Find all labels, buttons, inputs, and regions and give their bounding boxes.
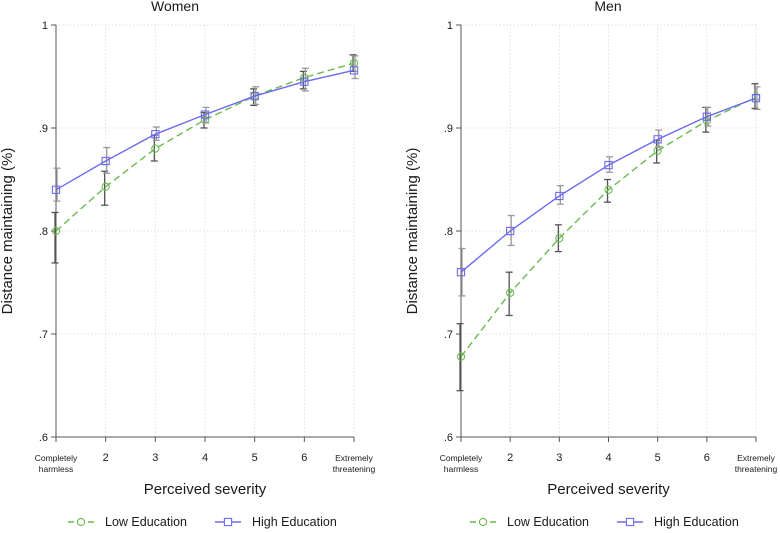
x-tick-label: 5 xyxy=(252,452,258,464)
x-tick-label: 6 xyxy=(301,452,307,464)
x-tick-label: threatening xyxy=(333,464,376,474)
series-high-education xyxy=(456,86,761,297)
data-point xyxy=(456,268,466,277)
y-axis-title: Distance maintaining (%) xyxy=(404,148,421,315)
data-point xyxy=(702,112,711,121)
data-point xyxy=(200,110,210,119)
data-point xyxy=(506,226,515,236)
x-tick-label: 2 xyxy=(103,452,109,464)
x-tick-label: 2 xyxy=(507,452,513,464)
x-tick-label: 3 xyxy=(556,452,562,464)
x-tick-label: Extremely xyxy=(335,453,374,463)
data-point xyxy=(555,191,564,201)
y-tick-label: .9 xyxy=(39,123,48,135)
y-tick-label: 1 xyxy=(42,20,48,32)
x-axis-title: Perceived severity xyxy=(547,481,670,498)
data-point xyxy=(151,130,160,139)
legend-marker xyxy=(223,517,233,527)
x-tick-label: 6 xyxy=(704,452,710,464)
data-point xyxy=(300,77,309,86)
legend-panel-women: Low Education High Education xyxy=(68,515,337,529)
data-point xyxy=(604,160,613,170)
x-tick-label: harmless xyxy=(39,464,73,474)
data-point xyxy=(51,185,61,194)
x-tick-label: 5 xyxy=(655,452,661,464)
data-point xyxy=(506,288,515,297)
y-tick-label: .6 xyxy=(39,432,48,444)
series-line xyxy=(55,62,355,232)
legend-marker xyxy=(478,517,488,527)
x-tick-label: threatening xyxy=(735,464,778,474)
series-line xyxy=(55,69,355,191)
legend-panel-men: Low Education High Education xyxy=(470,515,739,529)
data-point xyxy=(250,91,259,101)
panel-title: Women xyxy=(151,0,199,14)
y-axis-title: Distance maintaining (%) xyxy=(0,148,16,315)
legend: Low Education High Education Low Education… xyxy=(68,515,739,529)
x-tick-label: 4 xyxy=(202,452,208,464)
series-high-education xyxy=(51,55,359,202)
data-point xyxy=(51,226,61,236)
x-tick-label: 3 xyxy=(152,452,158,464)
series-line xyxy=(460,97,757,273)
legend-marker xyxy=(76,517,86,527)
legend-marker xyxy=(625,517,635,527)
data-point xyxy=(555,234,564,243)
data-point xyxy=(151,144,160,153)
x-tick-label: harmless xyxy=(444,464,478,474)
legend-label: Low Education xyxy=(507,515,589,529)
x-tick-label: Completely xyxy=(440,453,483,463)
y-tick-label: 1 xyxy=(447,20,453,32)
data-point xyxy=(653,135,662,144)
y-tick-label: .8 xyxy=(39,226,48,238)
legend-label: High Education xyxy=(654,515,739,529)
panel-title: Men xyxy=(594,0,621,14)
y-tick-label: .7 xyxy=(444,329,453,341)
x-tick-label: Extremely xyxy=(737,453,776,463)
data-point xyxy=(349,66,359,75)
y-tick-label: .7 xyxy=(39,329,48,341)
x-axis-title: Perceived severity xyxy=(144,481,267,498)
data-point xyxy=(604,185,613,194)
y-tick-label: .9 xyxy=(444,123,453,135)
legend-label: Low Education xyxy=(105,515,187,529)
data-point xyxy=(456,352,466,361)
data-point xyxy=(751,93,761,103)
legend-label: High Education xyxy=(252,515,337,529)
y-tick-label: .8 xyxy=(444,226,453,238)
data-point xyxy=(101,182,110,191)
x-tick-label: Completely xyxy=(35,453,78,463)
y-tick-label: .6 xyxy=(444,432,453,444)
data-point xyxy=(101,156,110,166)
x-tick-label: 4 xyxy=(605,452,611,464)
